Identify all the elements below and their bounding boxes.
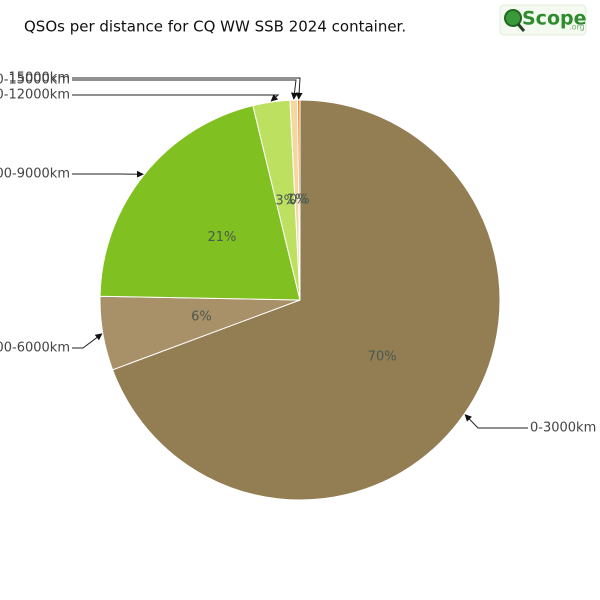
logo-suffix: .org xyxy=(569,23,585,32)
leader-line xyxy=(72,94,280,102)
value-label: 0% xyxy=(289,193,310,208)
category-label: 9000-12000km xyxy=(0,88,70,103)
category-label: 3000-6000km xyxy=(0,341,70,356)
category-label: 6000-9000km xyxy=(0,167,70,182)
value-label: 70% xyxy=(368,350,397,365)
category-label: 15000km xyxy=(8,71,70,86)
logo: Scope .org xyxy=(499,4,587,36)
leader-line xyxy=(72,79,298,100)
leader-line xyxy=(72,333,103,349)
value-label: 6% xyxy=(191,309,212,324)
pie-slice xyxy=(111,99,501,501)
logo-icon xyxy=(504,9,522,27)
category-label: 12000-15000km xyxy=(0,73,70,88)
value-label: 1% xyxy=(287,193,308,208)
logo-icon-handle xyxy=(516,23,526,32)
leader-line xyxy=(72,77,303,100)
pie-slice xyxy=(99,105,301,301)
leader-line xyxy=(464,414,528,429)
chart-title: QSOs per distance for CQ WW SSB 2024 con… xyxy=(24,18,406,36)
logo-text: Scope xyxy=(522,8,587,30)
pie-slice xyxy=(296,99,301,301)
value-label: 3% xyxy=(275,194,296,209)
value-label: 21% xyxy=(208,230,237,245)
category-label: 0-3000km xyxy=(530,421,596,436)
